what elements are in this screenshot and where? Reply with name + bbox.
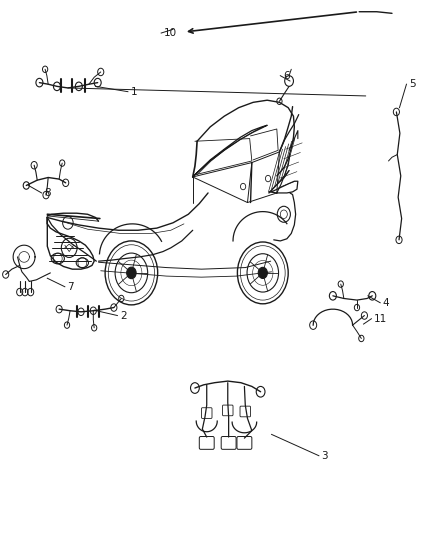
- Text: 6: 6: [283, 71, 290, 80]
- Text: 10: 10: [164, 28, 177, 38]
- Circle shape: [258, 268, 267, 278]
- Text: 7: 7: [67, 282, 74, 292]
- Text: 3: 3: [321, 451, 328, 461]
- Text: 1: 1: [131, 87, 137, 96]
- Circle shape: [127, 267, 136, 279]
- Text: 5: 5: [409, 79, 416, 89]
- Text: 2: 2: [120, 311, 127, 320]
- Text: 11: 11: [374, 314, 387, 324]
- Text: 4: 4: [383, 298, 389, 308]
- Text: 8: 8: [44, 188, 51, 198]
